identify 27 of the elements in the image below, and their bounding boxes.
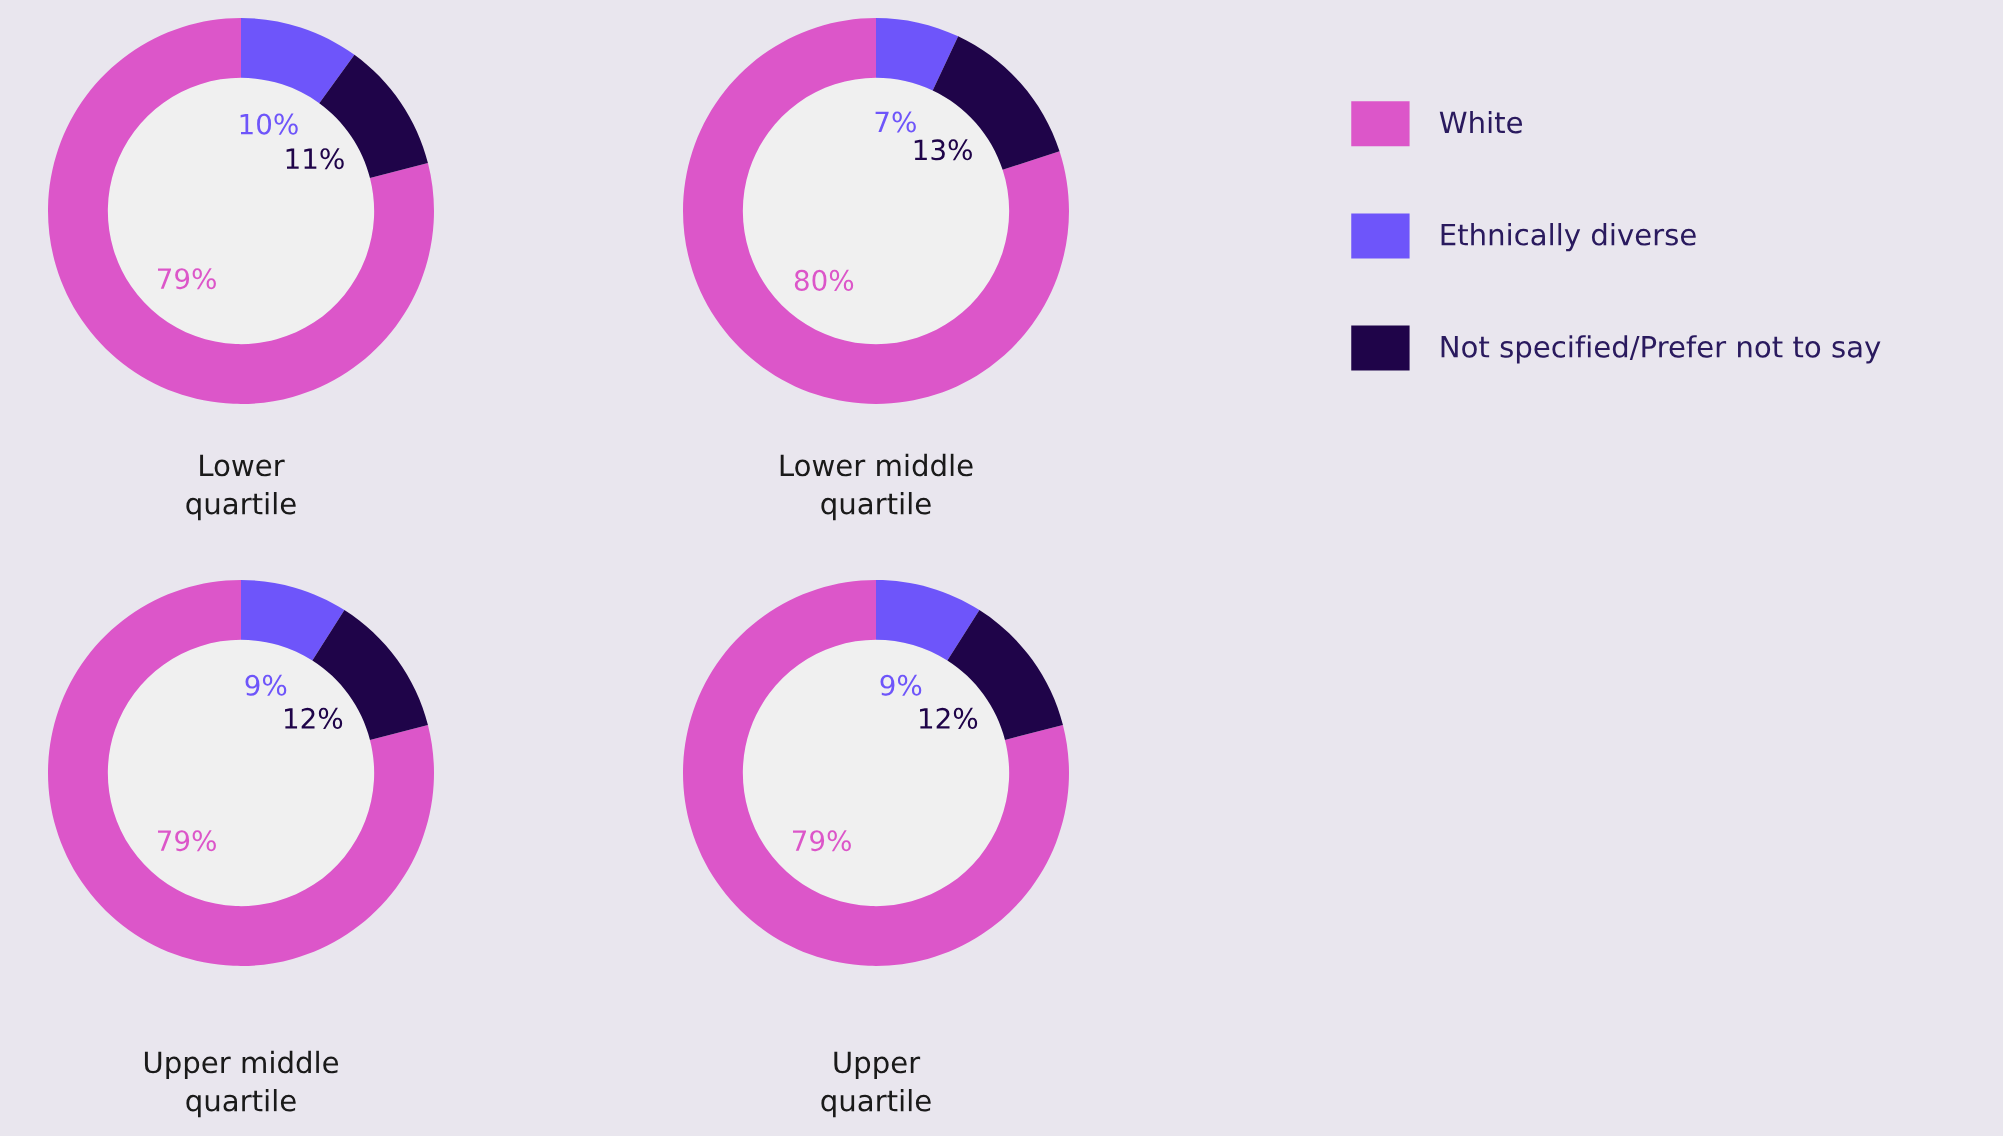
data-label: 7% — [875, 111, 916, 133]
data-label: 9% — [245, 674, 287, 696]
data-label: 80% — [794, 269, 854, 291]
donut-slice — [48, 580, 434, 966]
data-label: 9% — [880, 674, 922, 696]
text: Upper quartile — [821, 1051, 931, 1118]
donut-slice — [683, 580, 1069, 966]
text: Lower quartile — [186, 454, 296, 521]
data-label: 79% — [792, 830, 851, 852]
donut-slice — [876, 580, 980, 661]
data-label: 11% — [286, 148, 344, 170]
data-label: 12% — [285, 707, 343, 729]
data-label: 79% — [157, 830, 216, 852]
donut-slice — [48, 18, 434, 404]
legend-label: Ethnically diverse — [1441, 223, 1696, 252]
data-label: 10% — [240, 113, 298, 135]
legend-label: Not specified/Prefer not to say — [1441, 335, 1881, 364]
donut-slice — [241, 580, 345, 661]
text: Upper middle quartile — [144, 1050, 339, 1118]
data-label: 79% — [157, 268, 216, 290]
legend-label: White — [1439, 110, 1523, 134]
donut-slice — [683, 18, 1069, 404]
donut-slice — [876, 18, 959, 91]
data-label: 13% — [914, 139, 972, 161]
data-label: 12% — [920, 707, 978, 729]
text: Lower middle quartile — [780, 453, 973, 521]
donut-slice — [241, 18, 355, 104]
